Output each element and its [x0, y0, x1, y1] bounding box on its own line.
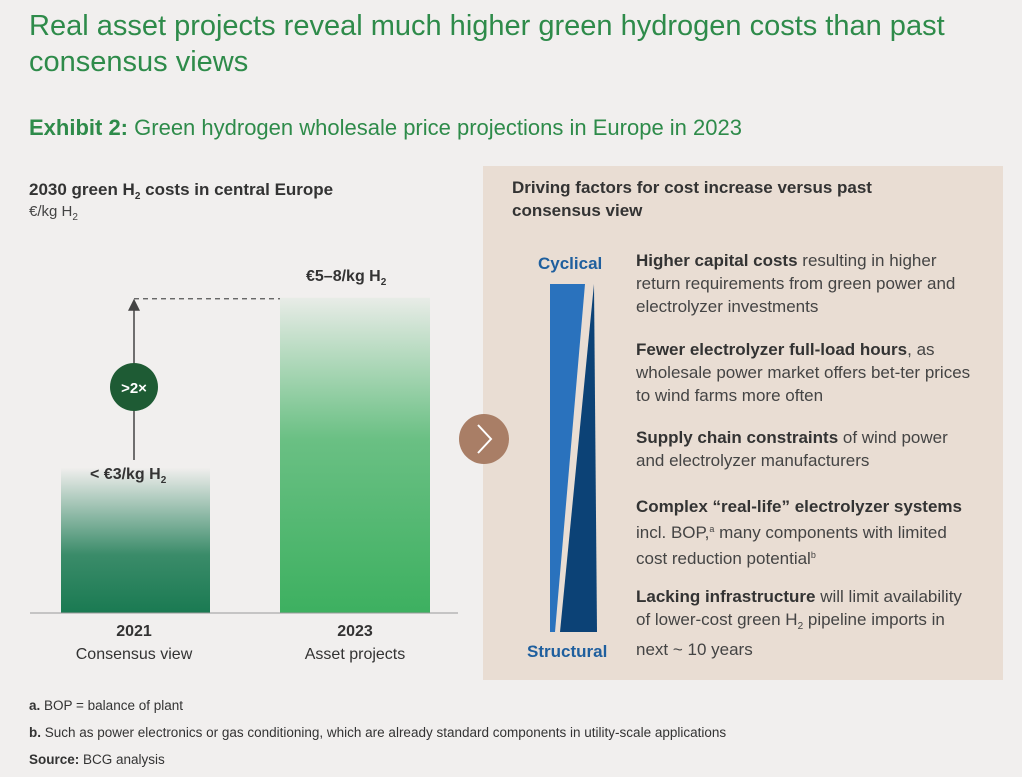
- chevron-right-icon[interactable]: [458, 414, 510, 466]
- bar-2021: [61, 467, 210, 613]
- footnote-a: a. BOP = balance of plant: [29, 698, 183, 713]
- chart-title: 2030 green H2 costs in central Europe: [29, 180, 334, 202]
- bar-chart: >2×: [30, 297, 458, 614]
- factor-item: Lacking infrastructure will limit availa…: [636, 587, 962, 659]
- scale-bottom-label: Structural: [527, 642, 608, 661]
- factor-item: Fewer electrolyzer full-load hours, as w…: [636, 340, 971, 405]
- multiplier-badge: [110, 363, 158, 411]
- x-category-2023: 2023 Asset projects: [304, 623, 406, 663]
- factor-item: Higher capital costs resulting in higher…: [636, 251, 956, 316]
- page-title: Real asset projects reveal much higher g…: [29, 10, 945, 78]
- exhibit-label: Exhibit 2:: [29, 115, 129, 140]
- increase-arrowhead: [128, 298, 140, 311]
- cyclical-structural-wedge: [550, 284, 597, 632]
- scale-top-label: Cyclical: [538, 254, 603, 273]
- source-note: Source: BCG analysis: [29, 752, 165, 767]
- x-category-2021: 2021 Consensus view: [75, 623, 193, 663]
- bar-2023: [280, 297, 430, 613]
- chart-unit: €/kg H2: [29, 203, 78, 223]
- multiplier-label: >2×: [121, 380, 147, 397]
- value-label-2023: €5–8/kg H2: [306, 268, 387, 288]
- factor-item: Supply chain constraints of wind power a…: [636, 428, 948, 470]
- factor-item: Complex “real-life” electrolyzer systems…: [636, 497, 962, 568]
- exhibit-title: Exhibit 2: Green hydrogen wholesale pric…: [29, 115, 742, 141]
- value-label-2021: < €3/kg H2: [90, 466, 167, 486]
- footnote-b: b. Such as power electronics or gas cond…: [29, 725, 727, 740]
- exhibit-subtitle: Green hydrogen wholesale price projectio…: [134, 115, 742, 140]
- factors-panel-title: Driving factors for cost increase versus…: [512, 178, 872, 220]
